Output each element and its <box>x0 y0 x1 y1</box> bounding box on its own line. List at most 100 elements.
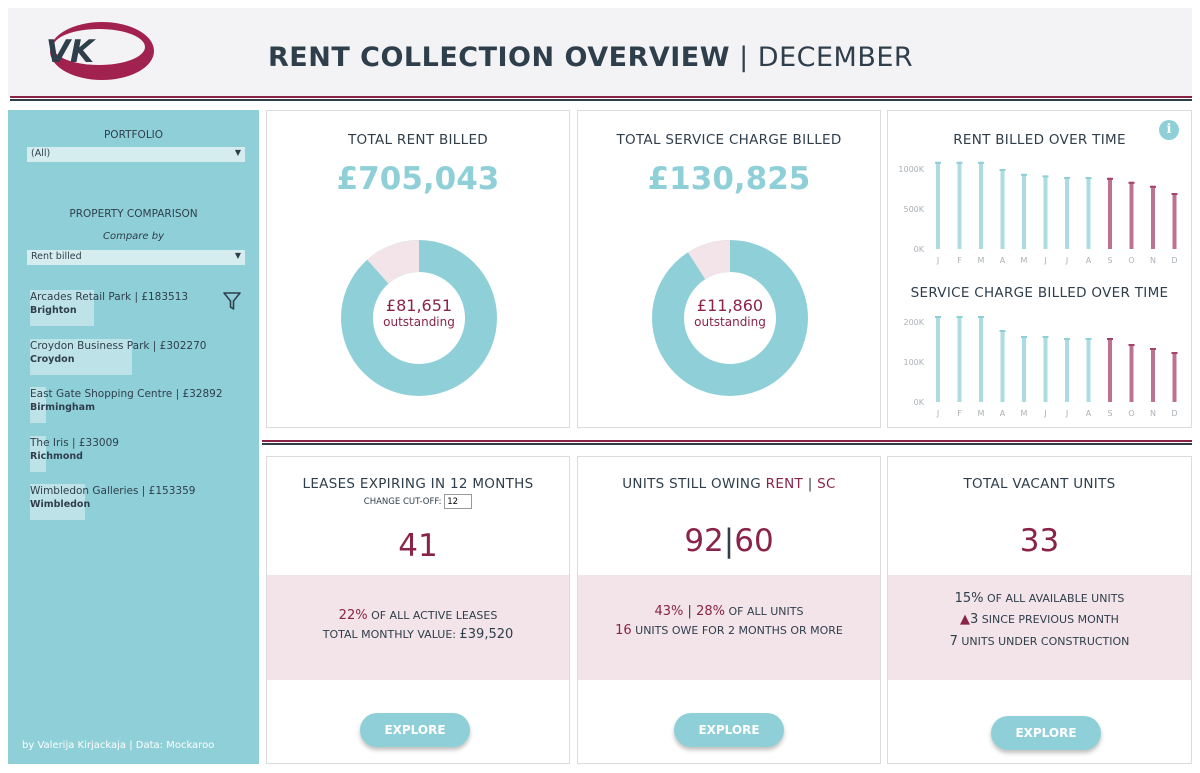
property-city: Richmond <box>30 451 83 462</box>
x-tick-label: S <box>1107 409 1112 418</box>
cutoff-input[interactable] <box>444 494 473 509</box>
property-item-0[interactable]: Arcades Retail Park | £183513 Brighton <box>30 290 189 326</box>
rent-chart-title: RENT BILLED OVER TIME <box>953 132 1126 148</box>
x-tick-label: M <box>978 256 985 265</box>
owing-explore-button[interactable]: EXPLORE <box>674 713 784 747</box>
bar-O <box>1129 181 1134 249</box>
x-tick-label: O <box>1128 256 1134 265</box>
bar-cap <box>1107 338 1113 340</box>
y-tick-label: 200K <box>903 318 924 327</box>
property-name: Arcades Retail Park | £183513 <box>30 291 189 303</box>
bar-cap <box>1085 338 1092 340</box>
bar-cap <box>1042 175 1049 178</box>
bar-cap <box>1107 177 1113 180</box>
leases-title: LEASES EXPIRING IN 12 MONTHS <box>302 476 534 492</box>
vacant-card: TOTAL VACANT UNITS 33 15% OF ALL AVAILAB… <box>887 456 1192 764</box>
bar-F <box>957 316 962 402</box>
property-city: Birmingham <box>30 402 95 413</box>
x-tick-label: J <box>1043 409 1046 418</box>
service-chart-title: SERVICE CHARGE BILLED OVER TIME <box>910 285 1169 301</box>
owing-long-line: 16 UNITS OWE FOR 2 MONTHS OR MORE <box>615 623 843 638</box>
property-item-3[interactable]: The Iris | £33009 Richmond <box>30 436 119 472</box>
rent-donut: £81,651 outstanding <box>339 238 499 398</box>
compare-by-value: Rent billed <box>31 251 82 262</box>
x-tick-label: M <box>1021 256 1028 265</box>
bar-M <box>1022 336 1026 402</box>
x-tick-label: A <box>1000 256 1006 265</box>
bar-J <box>1065 177 1069 249</box>
property-bar <box>30 484 85 520</box>
owing-card: UNITS STILL OWING RENT | SC 92|60 43% | … <box>577 456 881 764</box>
bar-cap <box>999 330 1006 332</box>
x-tick-label: M <box>1021 409 1028 418</box>
leases-monthly-line: TOTAL MONTHLY VALUE: £39,520 <box>322 627 514 642</box>
owing-details: 43% | 28% OF ALL UNITS 16 UNITS OWE FOR … <box>578 575 880 680</box>
bar-A <box>1000 169 1005 249</box>
x-tick-label: F <box>957 256 962 265</box>
total-rent-card: TOTAL RENT BILLED £705,043 £81,651 outst… <box>266 110 570 428</box>
leases-details: 22% OF ALL ACTIVE LEASES TOTAL MONTHLY V… <box>267 575 569 680</box>
x-tick-label: A <box>1086 256 1092 265</box>
bar-cap <box>1064 177 1070 179</box>
logo-text: VK <box>46 34 96 70</box>
vacant-delta-line: ▲3 SINCE PREVIOUS MONTH <box>960 612 1119 627</box>
x-tick-label: A <box>1086 409 1092 418</box>
property-item-1[interactable]: Croydon Business Park | £302270 Croydon <box>30 339 207 375</box>
compare-by-dropdown[interactable]: Rent billed ▼ <box>27 250 245 265</box>
x-tick-label: M <box>978 409 985 418</box>
bar-M <box>1022 173 1026 249</box>
row-divider <box>262 440 1192 445</box>
bar-N <box>1151 185 1155 249</box>
bar-O <box>1129 344 1134 402</box>
property-bar <box>30 339 132 375</box>
page-title: RENT COLLECTION OVERVIEW | DECEMBER <box>268 42 914 73</box>
property-item-4[interactable]: Wimbledon Galleries | £153359 Wimbledon <box>30 484 195 520</box>
sidebar: PORTFOLIO (All) ▼ PROPERTY COMPARISON Co… <box>8 110 259 764</box>
donut-outstanding-arc <box>341 240 497 396</box>
vacant-explore-button[interactable]: EXPLORE <box>991 716 1101 750</box>
bar-J <box>936 316 940 402</box>
bar-cap <box>999 169 1006 171</box>
leases-explore-button[interactable]: EXPLORE <box>360 713 470 747</box>
chevron-down-icon: ▼ <box>234 148 241 157</box>
bar-cap <box>1085 177 1092 179</box>
chevron-down-icon: ▼ <box>234 251 241 260</box>
x-tick-label: A <box>1000 409 1006 418</box>
owing-values: 92|60 <box>684 523 774 559</box>
rent-outstanding-value: £81,651 <box>385 296 453 315</box>
bar-cap <box>1042 336 1049 338</box>
property-city: Brighton <box>30 305 77 316</box>
portfolio-dropdown[interactable]: (All) ▼ <box>27 147 245 162</box>
x-tick-label: J <box>936 409 939 418</box>
vk-logo: VK <box>46 22 154 80</box>
bar-A <box>1000 330 1005 402</box>
cutoff-label: CHANGE CUT-OFF: <box>363 497 442 507</box>
bar-J <box>936 161 940 249</box>
trend-charts-card: i RENT BILLED OVER TIME 0K 500K 1000K J F M A M… <box>887 110 1192 428</box>
bar-J <box>1065 338 1069 402</box>
portfolio-label: PORTFOLIO <box>103 129 164 141</box>
rent-outstanding-label: outstanding <box>383 315 455 329</box>
portfolio-value: (All) <box>31 148 51 159</box>
vacant-value: 33 <box>1019 523 1060 559</box>
leases-card: LEASES EXPIRING IN 12 MONTHS CHANGE CUT-… <box>266 456 570 764</box>
bar-J <box>1043 175 1048 249</box>
owing-sc-units: 60 <box>734 523 774 559</box>
info-icon[interactable]: i <box>1159 120 1179 140</box>
property-name: Croydon Business Park | £302270 <box>30 340 207 352</box>
bar-cap <box>1150 185 1156 188</box>
up-arrow-icon: ▲ <box>960 612 971 627</box>
bar-cap <box>1128 181 1135 184</box>
bar-A <box>1086 338 1091 402</box>
owing-title: UNITS STILL OWING RENT | SC <box>622 476 836 492</box>
filter-icon[interactable] <box>222 290 242 312</box>
bar-cap <box>956 316 963 318</box>
x-tick-label: J <box>1043 256 1046 265</box>
vacant-pct-line: 15% OF ALL AVAILABLE UNITS <box>954 591 1125 606</box>
bar-cap <box>1171 352 1178 354</box>
x-tick-label: J <box>1065 409 1068 418</box>
bar-M <box>979 161 983 249</box>
property-item-2[interactable]: East Gate Shopping Centre | £32892 Birmi… <box>30 387 223 423</box>
bar-cap <box>935 316 941 318</box>
service-outstanding-label: outstanding <box>694 315 766 329</box>
